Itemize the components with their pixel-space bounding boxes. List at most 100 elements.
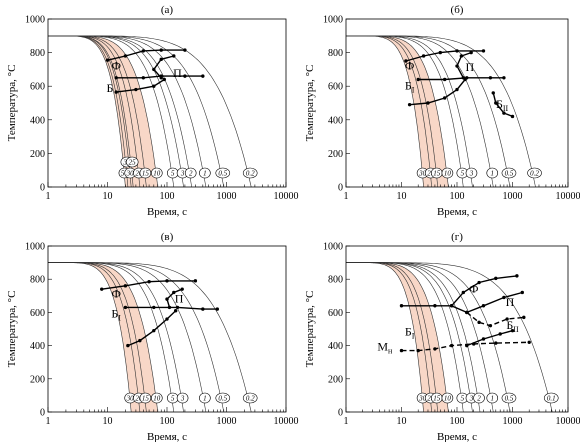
cooling-rate-label: 1 [203, 170, 207, 178]
cooling-rate-label: 2 [477, 395, 481, 403]
transformation-point [193, 279, 198, 283]
panel-1: 0 200 400 600 800 1000 1 10 100 1000 10000 Время, с… [6, 4, 299, 218]
transformation-point [505, 317, 509, 321]
highlight-band [346, 35, 449, 187]
transformation-line [166, 288, 183, 308]
y-axis-label: Температура, °С [6, 65, 18, 142]
transformation-point [455, 49, 459, 53]
phase-subscript: I [412, 332, 415, 341]
y-tick-label: 800 [328, 275, 343, 286]
cooling-rate-label: 10 [444, 170, 452, 178]
cooling-rate-label: 10 [153, 170, 161, 178]
panel-title: (б) [451, 4, 464, 16]
transformation-point [498, 332, 502, 336]
cooling-rate-label: 0.5 [505, 170, 514, 178]
phase-subscript: II [513, 325, 519, 334]
cooling-rate-oval [242, 167, 258, 179]
transformation-point [488, 76, 493, 80]
cooling-rate-label: 15 [142, 170, 150, 178]
phase-label: Б [107, 81, 114, 95]
transformation-point [481, 337, 486, 341]
transformation-line [466, 311, 524, 327]
cooling-rate-label: 0.5 [218, 395, 227, 403]
y-axis-label: Температура, °С [304, 291, 316, 368]
cooling-rate-oval [441, 392, 454, 404]
cooling-curve [48, 262, 252, 413]
x-tick-label: 1000 [503, 416, 523, 427]
x-tick-label: 10000 [556, 191, 580, 202]
x-axis-label: Время, с [147, 206, 187, 218]
y-tick-label: 400 [328, 115, 343, 126]
transformation-point [165, 317, 169, 321]
transformation-point [172, 290, 176, 295]
cooling-rate-oval [199, 392, 211, 404]
transformation-point [159, 48, 163, 52]
cooling-curve [346, 262, 553, 413]
highlight-band [48, 262, 158, 412]
transformation-point [123, 284, 128, 288]
y-tick-label: 600 [30, 308, 45, 319]
transformation-point [502, 76, 506, 80]
cooling-rate-oval [125, 156, 139, 168]
transformation-point [472, 342, 476, 346]
x-tick-label: 1 [46, 416, 51, 427]
transformation-point [134, 87, 138, 92]
cooling-rate-label: 30 [418, 395, 427, 403]
transformation-point [215, 307, 219, 311]
y-axis-label: Температура, °С [6, 291, 18, 368]
plot-frame [345, 245, 569, 413]
y-tick-label: 200 [328, 374, 343, 385]
y-tick-label: 400 [328, 341, 343, 352]
y-tick-label: 600 [328, 308, 343, 319]
x-tick-label: 1 [344, 191, 349, 202]
x-tick-label: 10 [397, 191, 407, 202]
transformation-point [494, 101, 498, 105]
x-tick-label: 1000 [217, 416, 237, 427]
panel-title: (в) [161, 231, 174, 243]
transformation-point [463, 77, 467, 82]
phase-label: П [175, 291, 184, 305]
cooling-rate-label: 2 [189, 170, 193, 178]
phase-label: Ф [405, 58, 414, 72]
transformation-point [461, 290, 466, 295]
y-tick-label: 1000 [323, 15, 343, 26]
transformation-point [416, 77, 420, 82]
x-axis-label: Время, с [437, 431, 477, 442]
cooling-rate-label: 15 [142, 395, 150, 403]
transformation-point [399, 304, 404, 308]
y-tick-label: 800 [30, 275, 45, 286]
transformation-point [126, 343, 130, 348]
y-tick-label: 400 [30, 115, 45, 126]
cooling-rate-oval [176, 392, 189, 404]
x-tick-label: 10000 [556, 416, 580, 427]
transformation-point [465, 310, 469, 315]
cooling-curve [346, 35, 536, 188]
phase-label: БI [111, 306, 121, 322]
transformation-point [502, 111, 506, 115]
y-tick-label: 0 [40, 183, 45, 194]
x-tick-label: 1000 [503, 191, 523, 202]
cooling-rate-label: 30 [126, 395, 135, 403]
transformation-point [510, 114, 515, 119]
transformation-point [123, 305, 128, 310]
transformation-point [426, 101, 430, 105]
cooling-rate-oval [150, 392, 163, 404]
cooling-rate-label: 0.5 [505, 395, 514, 403]
transformation-point [201, 307, 205, 311]
y-tick-label: 600 [30, 82, 45, 93]
transformation-point [502, 295, 506, 300]
cooling-rate-label: 0.5 [218, 170, 227, 178]
cooling-rate-oval [184, 167, 197, 179]
y-tick-label: 200 [328, 149, 343, 160]
cooling-rate-oval [473, 392, 485, 404]
y-tick-label: 600 [328, 82, 343, 93]
cooling-rate-oval [486, 167, 499, 179]
transformation-point [172, 54, 176, 58]
cooling-rate-oval [527, 167, 542, 179]
transformation-point [455, 87, 459, 92]
y-tick-label: 800 [328, 48, 343, 59]
panel-2: 0 200 400 600 800 1000 1 10 100 1000 10000 Время, с… [304, 4, 580, 218]
phase-label: БII [496, 97, 509, 113]
transformation-point [165, 279, 169, 283]
